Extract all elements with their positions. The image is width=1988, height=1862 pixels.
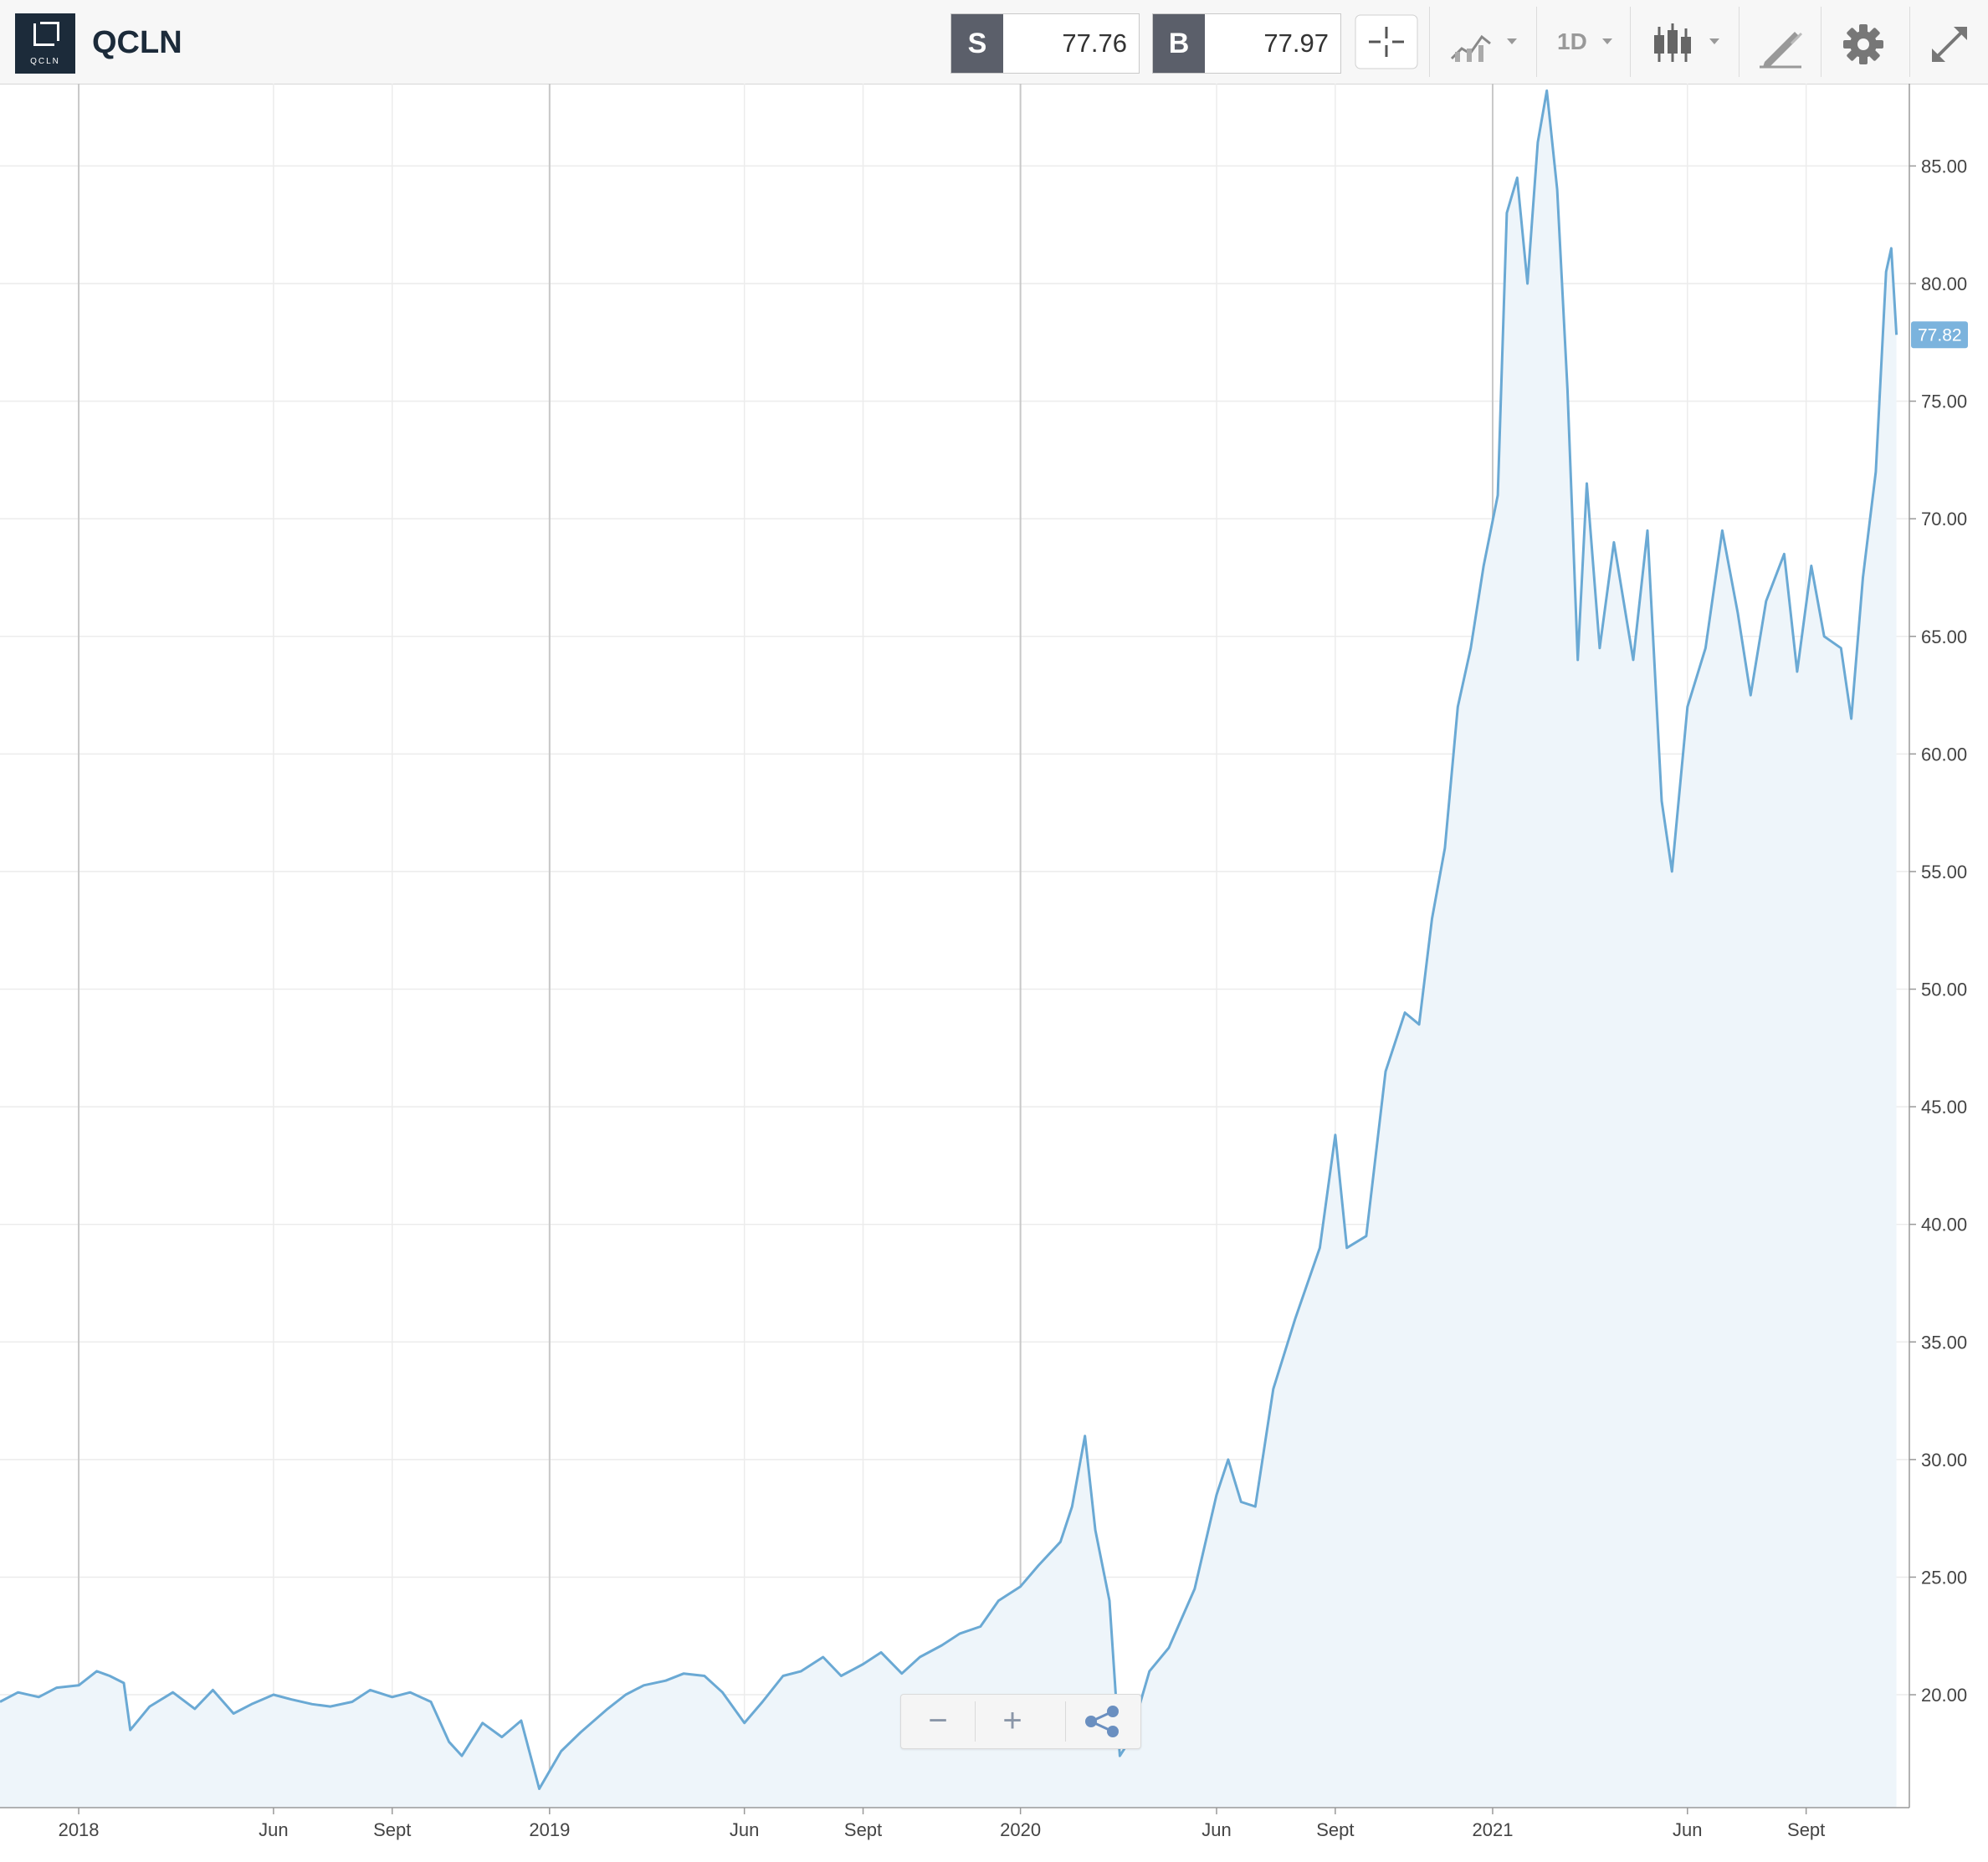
divider xyxy=(1065,1701,1066,1742)
x-tick-label: 2021 xyxy=(1472,1819,1513,1840)
sell-price: 77.76 xyxy=(1062,28,1127,58)
buy-price-button[interactable]: B 77.97 xyxy=(1152,13,1341,74)
y-tick-label: 35.00 xyxy=(1921,1332,1967,1353)
price-line xyxy=(0,89,1898,1790)
gear-icon xyxy=(1843,24,1883,64)
y-axis: 20.00 25.00 30.00 35.00 40.00 45.00 50.00 55.00… xyxy=(1909,156,1967,1706)
x-tick-label: Sept xyxy=(844,1819,882,1840)
x-tick-label: Jun xyxy=(1202,1819,1231,1840)
logo-mark-corner xyxy=(40,22,59,41)
chart-toolbar: QCLN QCLN S 77.76 B 77.97 1D xyxy=(0,0,1988,84)
x-tick-label: Sept xyxy=(1787,1819,1825,1840)
indicators-button[interactable] xyxy=(1429,7,1537,77)
x-tick-label: Jun xyxy=(1673,1819,1702,1840)
chart-type-button[interactable] xyxy=(1630,7,1738,77)
chevron-down-icon xyxy=(1602,38,1612,44)
divider xyxy=(975,1701,976,1742)
last-price-tag-bg xyxy=(1911,321,1968,349)
drawing-tools-button[interactable] xyxy=(1739,7,1821,77)
last-price-tag: 77.82 xyxy=(1911,321,1968,349)
fullscreen-button[interactable] xyxy=(1909,7,1988,77)
x-tick-label: Jun xyxy=(259,1819,288,1840)
y-tick-label: 60.00 xyxy=(1921,744,1967,765)
x-tick-label: 2019 xyxy=(529,1819,570,1840)
settings-button[interactable] xyxy=(1821,7,1905,77)
y-tick-label: 55.00 xyxy=(1921,862,1967,882)
share-icon xyxy=(1085,1706,1119,1737)
expand-icon xyxy=(1932,27,1967,62)
y-tick-label: 20.00 xyxy=(1921,1685,1967,1706)
share-button[interactable] xyxy=(1066,1695,1140,1748)
last-price-label: 77.82 xyxy=(1918,325,1962,345)
y-tick-label: 40.00 xyxy=(1921,1215,1967,1235)
x-tick-label: Sept xyxy=(373,1819,411,1840)
y-tick-label: 25.00 xyxy=(1921,1567,1967,1588)
zoom-in-button[interactable]: + xyxy=(1002,1702,1022,1739)
sell-label: S xyxy=(951,14,1003,73)
price-series xyxy=(0,89,1898,1808)
buy-price: 77.97 xyxy=(1263,28,1329,58)
y-tick-label: 65.00 xyxy=(1921,627,1967,647)
x-tick-label: 2020 xyxy=(1000,1819,1041,1840)
indicators-icon xyxy=(1450,34,1517,62)
interval-select[interactable]: 1D xyxy=(1536,7,1631,77)
qcln-logo: QCLN xyxy=(15,13,75,74)
logo-text: QCLN xyxy=(30,57,60,66)
x-axis: 2018 Jun Sept 2019 Jun Sept 2020 Jun Sept 2021 Jun… xyxy=(59,1808,1825,1840)
pencil-icon xyxy=(1760,32,1803,69)
candlestick-icon xyxy=(1654,23,1719,62)
y-tick-label: 75.00 xyxy=(1921,391,1967,412)
y-tick-label: 45.00 xyxy=(1921,1097,1967,1118)
buy-label: B xyxy=(1153,14,1205,73)
x-tick-label: 2018 xyxy=(59,1819,100,1840)
x-tick-label: Sept xyxy=(1316,1819,1354,1840)
x-tick-label: Jun xyxy=(730,1819,759,1840)
y-tick-label: 70.00 xyxy=(1921,509,1967,529)
y-tick-label: 30.00 xyxy=(1921,1450,1967,1471)
logo-mark xyxy=(33,23,54,46)
y-tick-label: 50.00 xyxy=(1921,980,1967,1000)
zoom-out-button[interactable]: − xyxy=(928,1702,948,1739)
sell-price-button[interactable]: S 77.76 xyxy=(950,13,1140,74)
y-tick-label: 85.00 xyxy=(1921,156,1967,176)
zoom-controls: − + xyxy=(900,1694,1141,1749)
y-tick-label: 80.00 xyxy=(1921,274,1967,294)
ticker-symbol: QCLN xyxy=(92,25,182,60)
crosshair-button[interactable] xyxy=(1347,7,1426,77)
crosshair-icon xyxy=(1355,14,1418,69)
price-area-fill xyxy=(0,90,1897,1808)
interval-label: 1D xyxy=(1557,28,1587,54)
